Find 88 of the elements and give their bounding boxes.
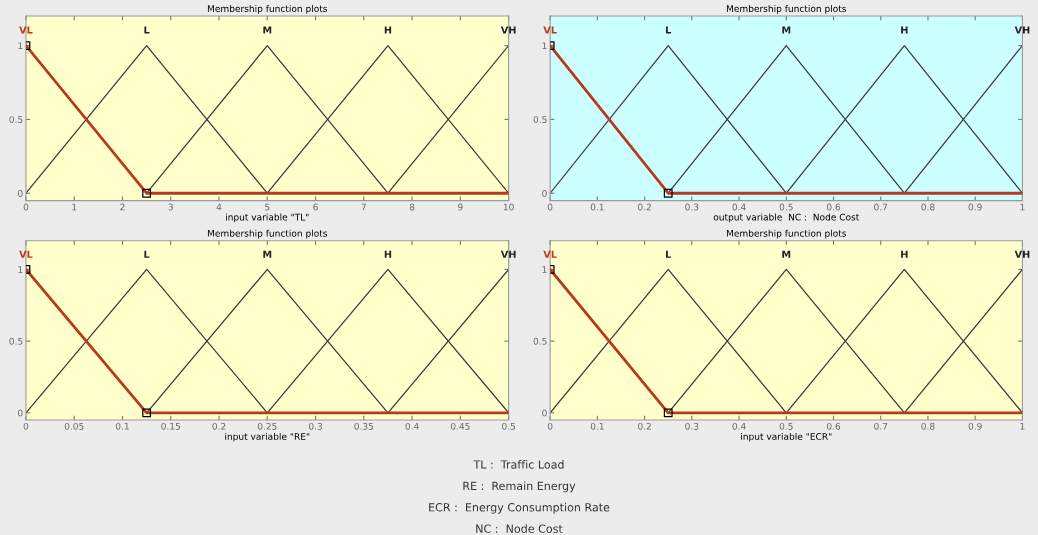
series-label: VL <box>543 250 557 258</box>
series-label: VH <box>1014 26 1030 34</box>
x-tick-label: 0.05 <box>64 422 84 430</box>
series-label: L <box>144 250 150 258</box>
text: NC : Node Cost <box>476 524 563 533</box>
x-tick-label: 0.2 <box>212 422 226 430</box>
x-tick-label: 1 <box>1020 203 1025 211</box>
text: RE : Remain Energy <box>463 481 576 493</box>
x-tick-label: 0.8 <box>921 203 935 211</box>
x-tick-label: 0.3 <box>685 422 699 430</box>
x-tick-label: 7 <box>361 203 366 211</box>
series-label: M <box>263 26 272 34</box>
chart-title: Membership function plots <box>726 229 847 239</box>
x-axis-title: input variable "TL" <box>226 213 309 223</box>
x-tick-label: 0 <box>547 203 553 211</box>
x-tick-label: 0.1 <box>590 422 604 430</box>
x-tick-label: 0.1 <box>590 203 604 211</box>
text: TL : Traffic Load <box>473 460 564 469</box>
x-tick-label: 0 <box>547 422 553 430</box>
x-tick-label: 0.3 <box>685 203 699 211</box>
x-tick-label: 0.35 <box>354 422 374 430</box>
x-tick-label: 3 <box>168 203 173 211</box>
series-label: VH <box>1014 250 1030 258</box>
x-tick-label: 0.3 <box>308 422 323 430</box>
chart-title: Membership function plots <box>207 5 328 14</box>
x-tick-label: 0 <box>23 203 29 211</box>
x-tick-label: 0.7 <box>874 203 888 211</box>
x-tick-label: 0.6 <box>826 422 841 430</box>
x-tick-label: 2 <box>120 203 125 211</box>
x-tick-label: 4 <box>216 203 222 211</box>
x-tick-label: 0.5 <box>502 422 516 430</box>
x-tick-label: 0.6 <box>826 203 841 211</box>
y-tick-label: 0 <box>542 409 547 417</box>
y-tick-label: 1 <box>542 42 547 50</box>
x-tick-label: 0.9 <box>968 422 982 430</box>
series-label: L <box>144 26 150 34</box>
x-tick-label: 0.9 <box>968 203 982 211</box>
y-tick-label: 0.5 <box>533 337 547 345</box>
x-tick-label: 0.2 <box>638 203 651 211</box>
series-label: VL <box>543 26 557 34</box>
x-tick-label: 6 <box>313 203 318 211</box>
y-tick-label: 0.5 <box>533 116 547 123</box>
x-tick-label: 0.5 <box>779 422 793 430</box>
series-label: L <box>666 26 672 34</box>
x-tick-label: 0.4 <box>732 203 746 211</box>
x-tick-label: 0.45 <box>450 422 470 430</box>
x-tick-label: 1 <box>1020 423 1025 430</box>
series-label: M <box>782 250 791 258</box>
x-tick-label: 5 <box>265 203 270 211</box>
x-tick-label: 8 <box>409 203 415 211</box>
y-tick-label: 0.5 <box>9 337 23 345</box>
x-tick-label: 0.7 <box>874 422 888 430</box>
series-label: H <box>384 26 392 34</box>
chart-title: Membership function plots <box>207 229 328 239</box>
x-tick-label: 9 <box>458 203 463 211</box>
series-label: H <box>901 26 908 34</box>
y-tick-label: 0 <box>542 189 547 197</box>
series-label: M <box>782 26 791 34</box>
x-tick-label: 0.1 <box>115 422 129 430</box>
series-label: VH <box>500 26 516 34</box>
x-tick-label: 0.15 <box>161 422 181 430</box>
x-tick-label: 10 <box>503 203 514 211</box>
series-label: H <box>901 250 908 258</box>
x-tick-label: 0.4 <box>732 422 746 430</box>
y-tick-label: 1 <box>18 266 23 273</box>
y-tick-label: 0.5 <box>9 116 23 123</box>
y-tick-label: 0 <box>18 409 23 417</box>
series-label: M <box>263 250 272 258</box>
x-tick-label: 1 <box>72 203 77 211</box>
x-tick-label: 0.5 <box>779 203 793 211</box>
x-tick-label: 0.4 <box>405 422 419 430</box>
series-label: H <box>384 250 392 258</box>
x-tick-label: 0.2 <box>638 422 651 430</box>
y-tick-label: 1 <box>542 266 547 273</box>
text: ECR : Energy Consumption Rate <box>429 502 610 514</box>
x-tick-label: 0 <box>23 422 29 430</box>
series-label: VL <box>19 26 33 34</box>
x-axis-title: input variable "RE" <box>225 432 310 442</box>
y-tick-label: 1 <box>18 42 23 50</box>
series-label: VH <box>500 250 516 258</box>
x-axis-title: output variable NC : Node Cost <box>713 213 860 223</box>
x-tick-label: 0.25 <box>257 422 277 430</box>
x-tick-label: 0.8 <box>921 422 935 430</box>
series-label: VL <box>19 250 33 258</box>
y-tick-label: 0 <box>18 189 23 197</box>
series-label: L <box>666 250 672 258</box>
x-axis-title: input variable "ECR" <box>741 432 832 442</box>
chart-title: Membership function plots <box>726 5 847 14</box>
